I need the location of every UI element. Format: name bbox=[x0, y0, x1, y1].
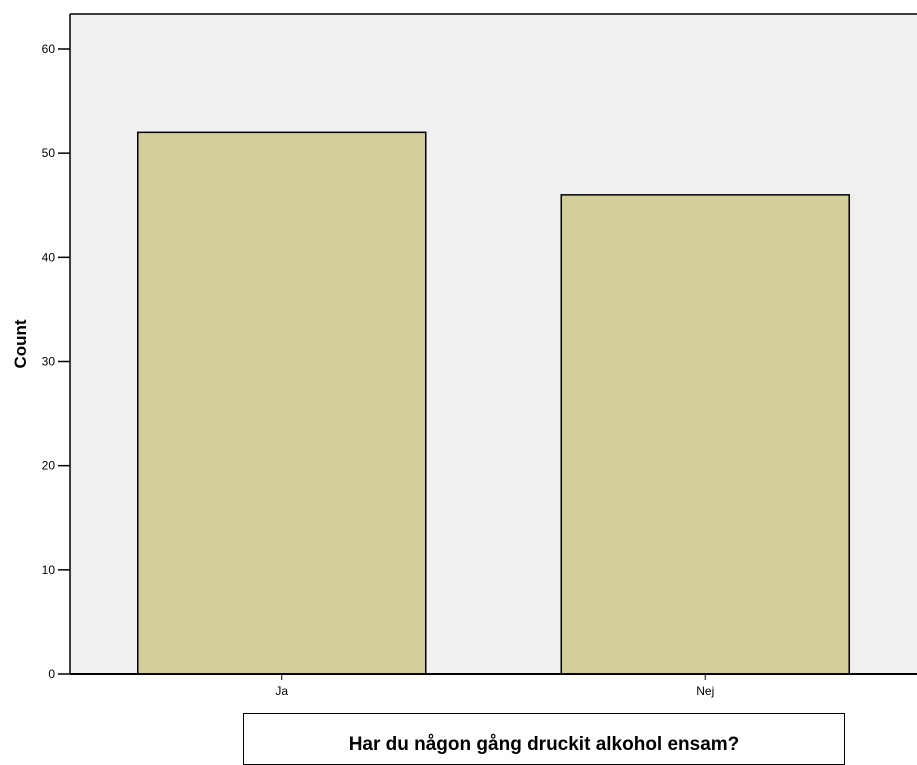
y-tick-label: 30 bbox=[42, 355, 56, 369]
y-axis-title: Count bbox=[11, 319, 30, 368]
x-axis-title-box: Har du någon gång druckit alkohol ensam? bbox=[243, 713, 845, 765]
y-ticks: 0 10 20 30 40 50 60 bbox=[42, 42, 70, 681]
y-tick-label: 50 bbox=[42, 146, 56, 160]
y-tick-label: 0 bbox=[48, 667, 55, 681]
x-ticks: Ja Nej bbox=[275, 674, 714, 698]
y-tick-label: 40 bbox=[42, 250, 56, 264]
x-axis-title: Har du någon gång druckit alkohol ensam? bbox=[348, 734, 740, 755]
x-tick-label-nej: Nej bbox=[696, 684, 714, 698]
y-tick-label: 20 bbox=[42, 459, 56, 473]
bars-layer bbox=[137, 131, 850, 675]
bar-ja bbox=[137, 131, 427, 675]
y-tick-label: 10 bbox=[42, 563, 56, 577]
y-tick-label: 60 bbox=[42, 42, 56, 56]
bar-nej bbox=[560, 194, 850, 675]
x-tick-label-ja: Ja bbox=[275, 684, 288, 698]
